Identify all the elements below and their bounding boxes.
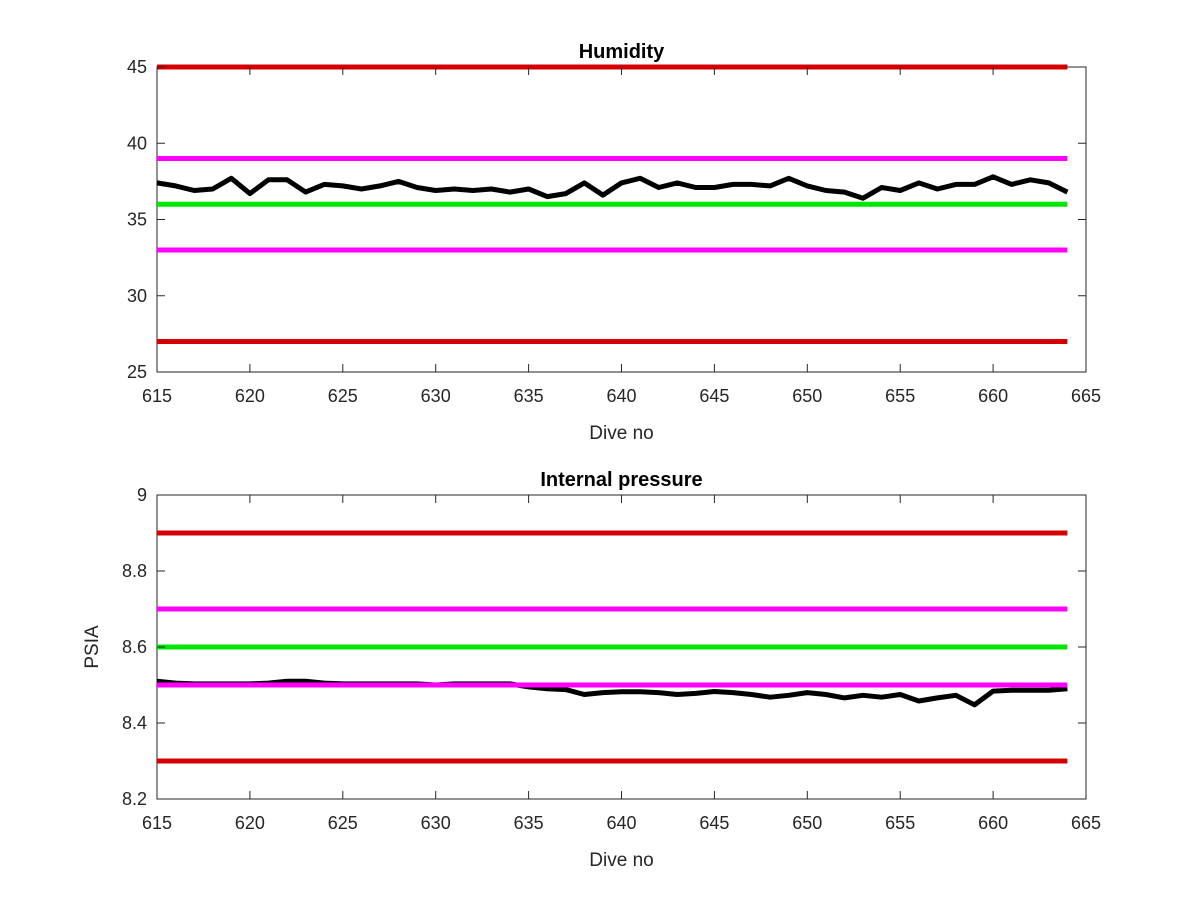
x-tick-label: 645 xyxy=(699,813,729,833)
x-tick-label: 640 xyxy=(606,386,636,406)
axes-box xyxy=(156,66,1087,373)
x-tick-label: 620 xyxy=(235,386,265,406)
x-tick-label: 615 xyxy=(142,386,172,406)
x-tick-label: 655 xyxy=(885,386,915,406)
x-tick-label: 645 xyxy=(699,386,729,406)
x-tick-label: 625 xyxy=(328,813,358,833)
x-tick-label: 620 xyxy=(235,813,265,833)
y-tick-label: 30 xyxy=(127,286,147,306)
y-tick-label: 8.8 xyxy=(122,561,147,581)
y-tick-label: 35 xyxy=(127,210,147,230)
y-tick-label: 8.4 xyxy=(122,713,147,733)
x-tick-label: 665 xyxy=(1071,813,1101,833)
x-tick-label: 640 xyxy=(606,813,636,833)
y-tick-label: 45 xyxy=(127,57,147,77)
x-tick-label: 635 xyxy=(514,386,544,406)
x-tick-label: 625 xyxy=(328,386,358,406)
series-line-3 xyxy=(156,678,1068,708)
x-tick-label: 635 xyxy=(514,813,544,833)
x-tick-label: 650 xyxy=(792,813,822,833)
x-tick-label: 650 xyxy=(792,386,822,406)
x-tick-label: 630 xyxy=(421,813,451,833)
x-tick-label: 615 xyxy=(142,813,172,833)
chart-title: Humidity xyxy=(579,41,665,63)
series-line-5 xyxy=(156,174,1069,201)
y-tick-label: 25 xyxy=(127,362,147,382)
x-tick-label: 660 xyxy=(978,386,1008,406)
internal-pressure-plot: 615 620 625 630 635 640 645 650 655 660 665 8.2 8.4 8… xyxy=(82,469,1101,871)
y-axis-label: PSIA xyxy=(82,625,103,669)
x-axis-label: Dive no xyxy=(589,850,653,871)
y-tick-label: 40 xyxy=(127,133,147,153)
y-tick-label: 9 xyxy=(137,485,147,505)
y-tick-label: 8.2 xyxy=(122,789,147,809)
x-tick-label: 665 xyxy=(1071,386,1101,406)
x-tick-label: 660 xyxy=(978,813,1008,833)
x-axis-label: Dive no xyxy=(589,423,653,444)
y-tick-label: 8.6 xyxy=(122,637,147,657)
chart-title: Internal pressure xyxy=(540,469,702,491)
x-tick-label: 655 xyxy=(885,813,915,833)
humidity-plot: 615 620 625 630 635 640 645 650 655 660 665 25 30 35 4… xyxy=(127,41,1101,444)
x-tick-label: 630 xyxy=(421,386,451,406)
